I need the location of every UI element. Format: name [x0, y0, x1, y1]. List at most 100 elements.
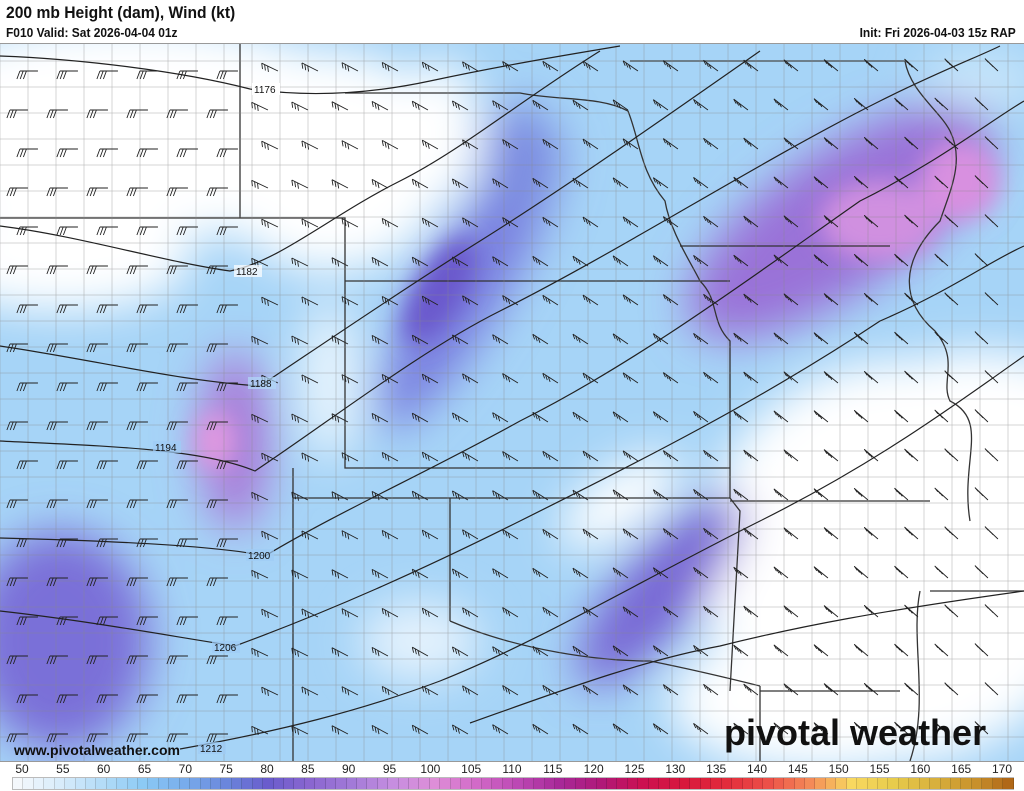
wind-barb [96, 226, 118, 236]
wind-barb [733, 332, 749, 345]
wind-barb [693, 176, 709, 189]
wind-barb [863, 58, 879, 72]
wind-barb [532, 333, 549, 345]
wind-barb [813, 566, 829, 579]
wind-barb [451, 256, 469, 267]
wind-barb [863, 682, 879, 696]
wind-barb [381, 140, 399, 150]
contour-labels: 1176 1182 1188 1194 1200 1206 1212 [153, 83, 280, 755]
colorbar-swatch [565, 778, 576, 789]
wind-barb [341, 218, 359, 228]
wind-barb [612, 177, 629, 189]
wind-barb [206, 421, 228, 431]
wind-barb [251, 179, 269, 189]
weather-map[interactable]: 1176 1182 1188 1194 1200 1206 1212 [0, 43, 1024, 762]
contour-1212 [179, 355, 1024, 750]
wind-barb [652, 99, 669, 111]
wind-barb [331, 569, 349, 579]
wind-barb [421, 295, 439, 306]
wind-barb [421, 139, 439, 150]
wind-barb [421, 529, 439, 540]
wind-barb [773, 722, 789, 735]
wind-barb [693, 98, 709, 111]
colorbar-swatch [169, 778, 180, 789]
wind-barb [341, 62, 359, 72]
colorbar-swatch [398, 778, 410, 789]
wind-barb [743, 215, 759, 228]
colorbar-swatch [492, 778, 503, 789]
wind-barb [381, 530, 399, 540]
wind-barb [381, 608, 399, 618]
wind-barb [251, 647, 269, 657]
wind-barb [894, 565, 909, 579]
wind-barb [331, 179, 349, 189]
contour-label: 1200 [248, 551, 271, 562]
colorbar-swatch [356, 778, 368, 789]
wind-barb [251, 335, 269, 345]
wind-barb [904, 448, 919, 462]
wind-barb [703, 59, 719, 72]
wind-barb [572, 567, 589, 579]
wind-barb [421, 61, 439, 72]
wind-barb [542, 528, 559, 540]
contour-1194 [0, 45, 1001, 472]
wind-barb [773, 332, 789, 345]
colorbar-swatch [315, 778, 326, 789]
wind-barb [934, 97, 949, 111]
wind-barb [126, 343, 148, 353]
colorbar-swatch [13, 778, 24, 789]
wind-barb [773, 410, 789, 423]
wind-barb [371, 335, 389, 345]
wind-barb [572, 645, 589, 657]
wind-barb [96, 304, 118, 314]
wind-barb [166, 109, 188, 119]
wind-barb [331, 647, 349, 657]
wind-barb [502, 451, 519, 462]
wind-barb [974, 721, 989, 735]
wind-barb [176, 70, 198, 80]
wind-barb [904, 370, 919, 384]
wind-barb [572, 489, 589, 501]
wind-barb [612, 567, 629, 579]
wind-barb [984, 136, 999, 150]
colorbar-swatch [325, 778, 337, 789]
wind-barb [56, 538, 78, 548]
wind-barb [622, 528, 639, 540]
colorbar-swatch [669, 778, 680, 789]
website-url[interactable]: www.pivotalweather.com [14, 742, 180, 758]
wind-barb [411, 646, 429, 657]
wind-barb [371, 257, 389, 267]
colorbar-swatch [784, 778, 795, 789]
wind-barb [16, 70, 38, 80]
wind-barb [176, 694, 198, 704]
wind-barb [301, 374, 319, 384]
colorbar-swatch [461, 778, 472, 789]
wind-barb [301, 140, 319, 150]
colorbar-swatch [773, 778, 785, 789]
wind-barb [984, 448, 999, 462]
wind-barb [733, 644, 749, 657]
wind-barb [411, 178, 429, 189]
wind-barb [542, 60, 559, 72]
pivotal-weather-logo: pivotal weather [724, 712, 987, 753]
colorbar-swatch [878, 778, 889, 789]
wind-barb [56, 694, 78, 704]
wind-barb [984, 214, 999, 228]
wind-barb [371, 569, 389, 579]
colorbar-swatch [502, 778, 514, 789]
wind-barb [622, 372, 639, 384]
wind-barb [251, 491, 269, 501]
wind-barb [974, 565, 989, 579]
wind-barb [261, 218, 279, 228]
wind-barb [783, 293, 799, 306]
wind-barb [894, 253, 909, 267]
wind-barb [206, 343, 228, 353]
wind-barb [944, 136, 959, 150]
wind-barb [451, 178, 469, 189]
colorbar-swatch [158, 778, 170, 789]
wind-barb [86, 577, 108, 587]
wind-barb [261, 608, 279, 618]
wind-barb [6, 499, 28, 509]
wind-barb [341, 296, 359, 306]
wind-barb [934, 643, 949, 657]
